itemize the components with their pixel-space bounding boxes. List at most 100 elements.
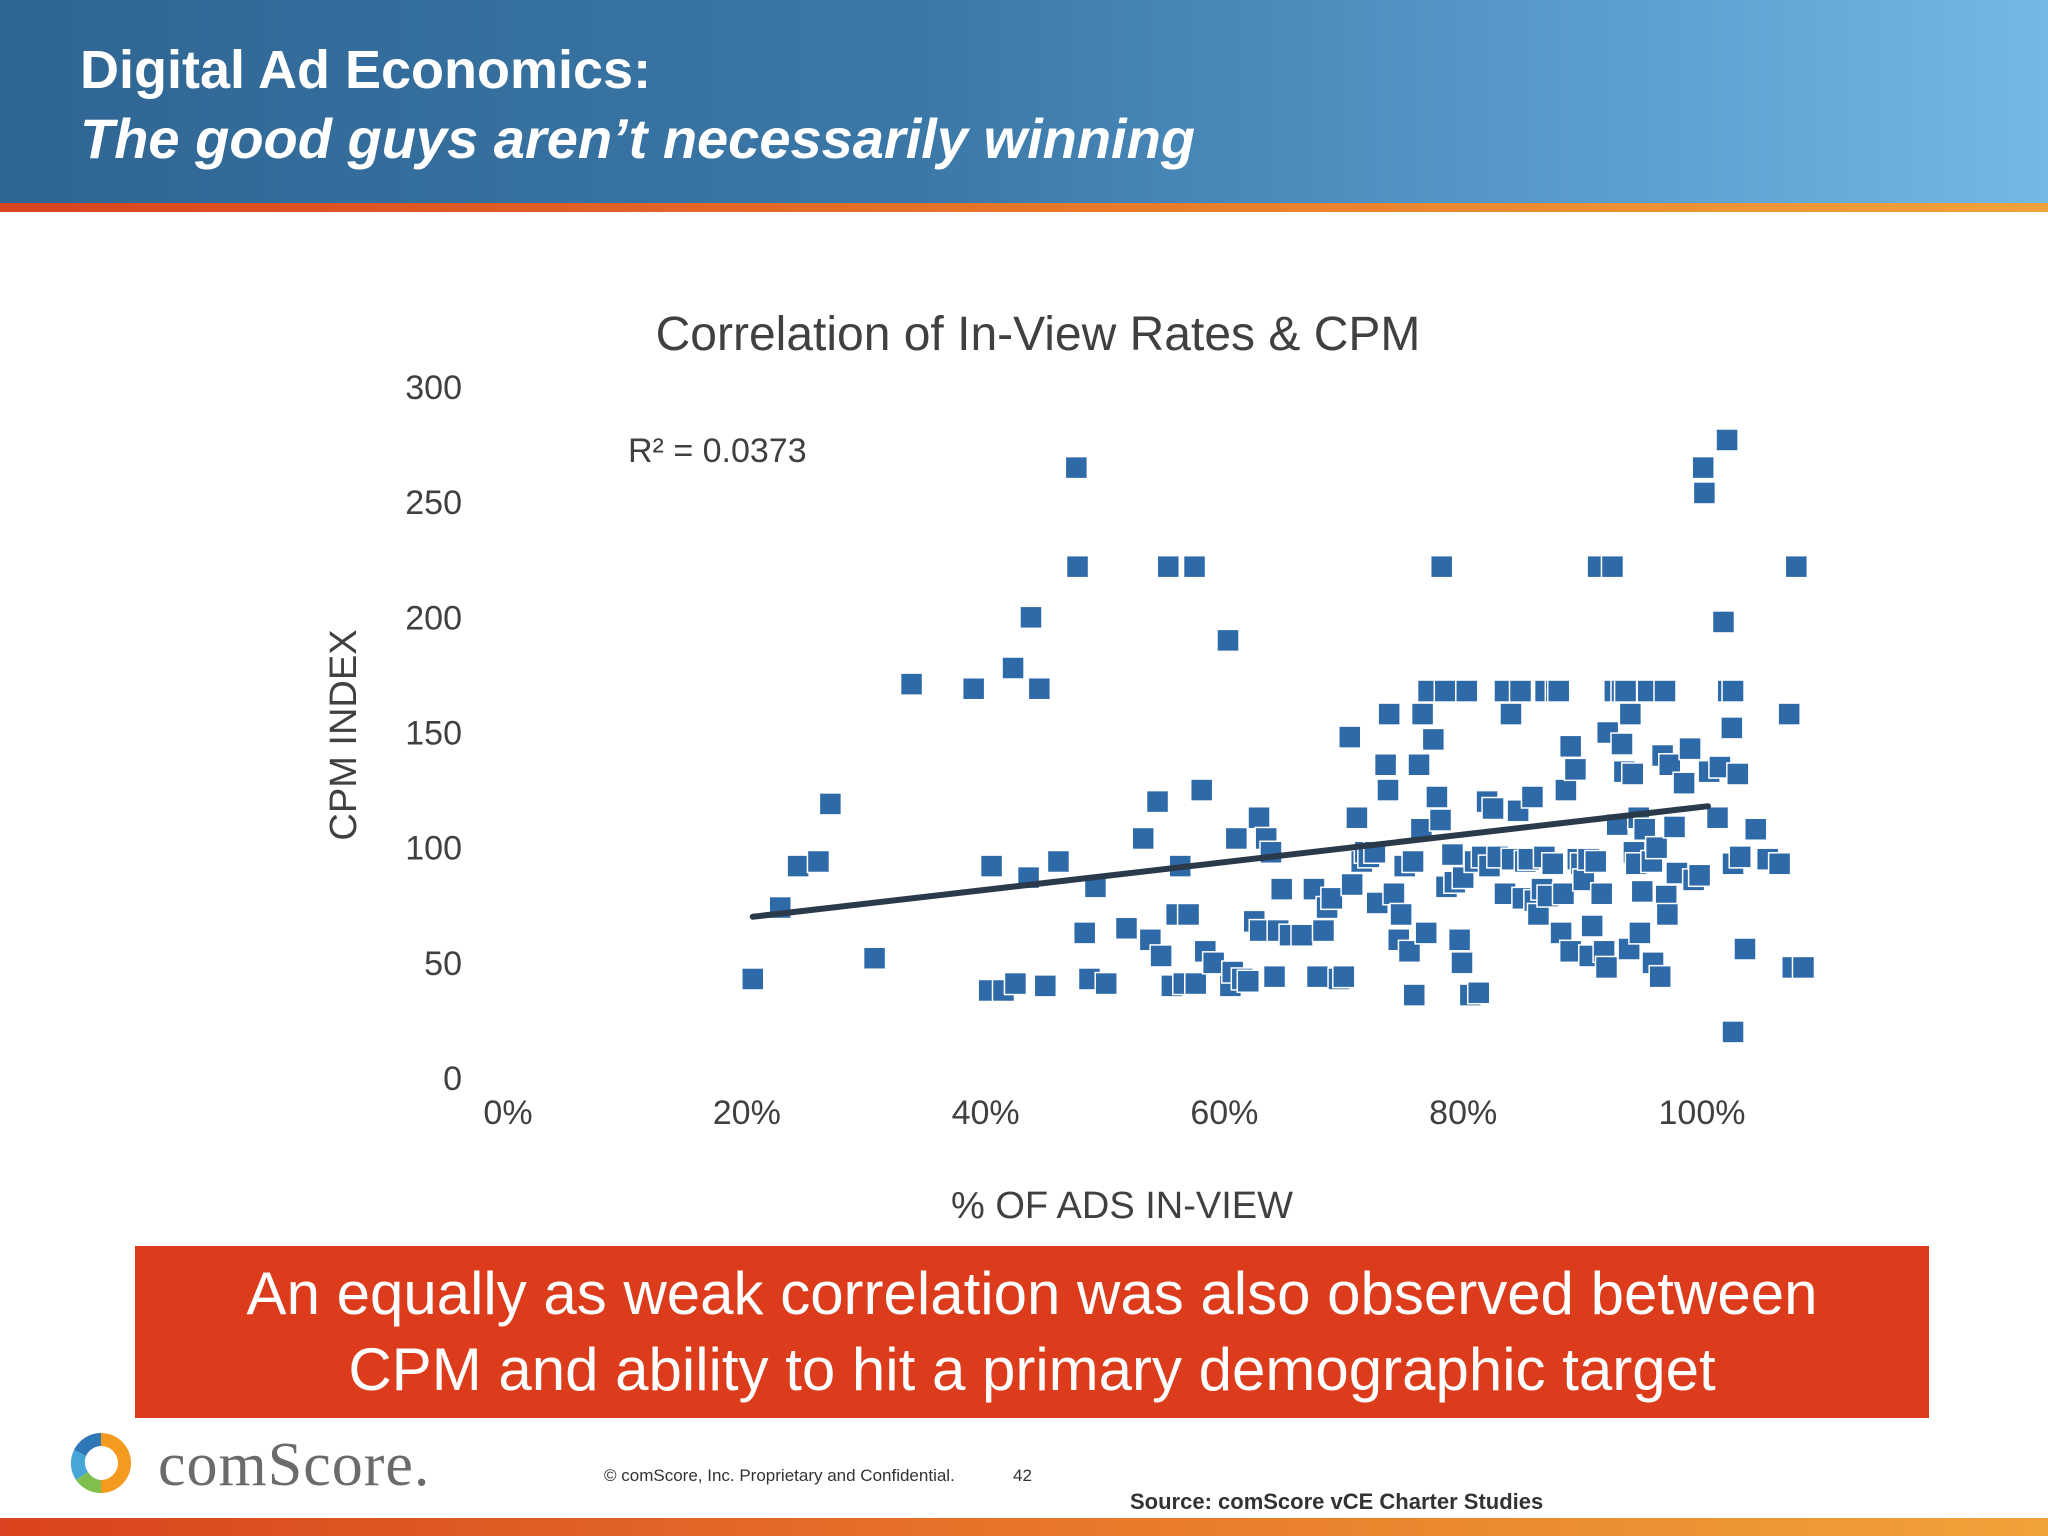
data-point <box>1377 702 1401 726</box>
data-point <box>1726 762 1750 786</box>
data-point <box>1019 605 1043 630</box>
data-point <box>1033 974 1058 998</box>
data-point <box>1600 554 1625 579</box>
data-point <box>1046 849 1071 874</box>
x-tick-label: 20% <box>713 1094 781 1132</box>
data-point <box>1414 921 1438 945</box>
y-tick-label: 200 <box>405 599 462 637</box>
data-point <box>1648 964 1672 989</box>
data-point <box>1224 826 1249 851</box>
data-point <box>1580 914 1604 938</box>
data-point <box>1145 789 1170 814</box>
data-point <box>1672 771 1696 795</box>
data-point <box>1001 656 1025 680</box>
y-tick-labels: 0 50 100 150 200 250 300 <box>405 369 462 1098</box>
trend-line <box>749 803 1711 920</box>
data-point <box>1236 969 1261 994</box>
data-point <box>1262 964 1287 989</box>
data-point <box>862 946 887 970</box>
data-point <box>979 854 1004 878</box>
x-tick-label: 40% <box>952 1094 1020 1132</box>
data-point <box>1705 805 1730 830</box>
x-tick-label: 60% <box>1190 1094 1258 1132</box>
data-point <box>1711 610 1736 634</box>
data-point <box>1687 863 1712 888</box>
data-point <box>1072 921 1097 945</box>
data-point <box>1182 554 1207 579</box>
y-tick-label: 0 <box>443 1060 462 1098</box>
callout-line-1: An equally as weak correlation was also … <box>246 1260 1818 1327</box>
data-point <box>1389 902 1413 927</box>
data-point <box>1721 1020 1745 1044</box>
page-number: 42 <box>1013 1466 1032 1485</box>
data-point <box>1332 964 1356 989</box>
data-point <box>1644 835 1669 860</box>
x-axis-label: % OF ADS IN-VIEW <box>951 1185 1293 1227</box>
data-point <box>1767 852 1792 876</box>
data-point <box>1610 732 1634 756</box>
data-point <box>1320 886 1344 911</box>
data-point <box>1401 849 1425 874</box>
data-point <box>1340 872 1364 897</box>
data-point <box>1269 877 1294 901</box>
data-point <box>1655 902 1680 927</box>
y-axis-label: CPM INDEX <box>323 629 365 840</box>
data-point <box>1183 971 1208 996</box>
data-point <box>1508 679 1533 703</box>
data-point <box>1114 916 1139 941</box>
data-point <box>1176 902 1201 927</box>
data-point <box>1466 981 1491 1005</box>
data-point <box>1628 921 1652 945</box>
data-point <box>1784 554 1809 579</box>
data-point <box>1691 455 1715 480</box>
data-point <box>1156 554 1181 579</box>
chart-title: Correlation of In-View Rates & CPM <box>656 308 1421 361</box>
data-point <box>1410 702 1435 726</box>
data-point <box>1692 481 1717 505</box>
data-point <box>1003 971 1028 996</box>
data-point <box>1247 805 1271 830</box>
data-point <box>1065 554 1090 579</box>
data-point <box>1027 676 1052 701</box>
data-point <box>1455 679 1479 703</box>
callout-banner: An equally as weak correlation was also … <box>135 1246 1929 1418</box>
data-point <box>1450 951 1474 975</box>
x-tick-label: 80% <box>1429 1094 1497 1132</box>
data-point <box>1653 679 1677 703</box>
data-point <box>1541 852 1565 876</box>
data-point <box>1563 757 1588 782</box>
data-point <box>1721 679 1745 703</box>
data-point <box>1613 679 1638 703</box>
data-point <box>1594 955 1619 980</box>
data-point <box>1397 939 1422 964</box>
data-point <box>1064 455 1089 480</box>
data-point <box>1429 554 1454 579</box>
y-tick-label: 50 <box>424 945 462 983</box>
data-point <box>1481 796 1505 821</box>
data-point <box>1433 679 1458 703</box>
data-point <box>1551 881 1576 906</box>
data-point <box>1728 845 1752 869</box>
callout-line-2: CPM and ability to hit a primary demogra… <box>348 1336 1716 1403</box>
data-point <box>1311 918 1336 943</box>
data-point <box>1499 702 1523 726</box>
r-squared-annotation: R² = 0.0373 <box>628 432 807 470</box>
data-point <box>1630 879 1655 904</box>
data-point <box>1733 937 1757 961</box>
data-point <box>1421 727 1446 752</box>
data-point <box>1777 702 1801 726</box>
data-point <box>1583 849 1608 874</box>
page-title: Digital Ad Economics: <box>80 40 652 100</box>
scatter-chart: Correlation of In-View Rates & CPM R² = … <box>323 308 1816 1227</box>
data-point <box>1189 778 1214 802</box>
data-point <box>1558 734 1583 759</box>
data-point <box>1305 964 1330 989</box>
data-point <box>1216 628 1240 653</box>
data-point <box>1402 983 1426 1007</box>
data-point <box>1131 826 1155 851</box>
data-point <box>1618 702 1643 726</box>
copyright-text: © comScore, Inc. Proprietary and Confide… <box>604 1466 955 1485</box>
x-tick-label: 0% <box>483 1094 532 1132</box>
data-point <box>899 672 924 696</box>
header-stripe <box>0 203 2048 212</box>
